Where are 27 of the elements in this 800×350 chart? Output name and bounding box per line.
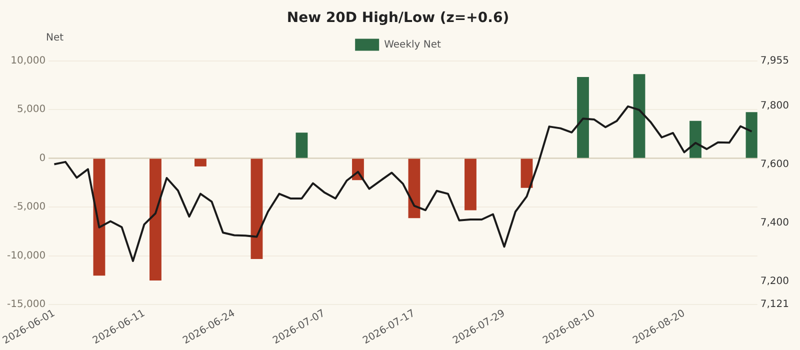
y2-tick-label: 7,600 <box>760 159 790 170</box>
y-tick-label: -5,000 <box>13 202 46 213</box>
bar <box>93 158 106 276</box>
y-tick-label: 0 <box>39 152 46 164</box>
bar <box>633 74 646 158</box>
y-tick-label: 10,000 <box>10 55 46 66</box>
bar <box>194 158 206 166</box>
bar <box>408 158 420 218</box>
y-axis-title: Net <box>46 32 64 44</box>
bar <box>746 112 758 158</box>
chart-title: New 20D High/Low (z=+0.6) <box>286 10 510 26</box>
y2-tick-label: 7,955 <box>760 55 790 66</box>
bar <box>250 158 263 260</box>
bar <box>150 158 162 281</box>
bar <box>690 120 702 158</box>
bar <box>520 158 533 188</box>
y2-tick-label: 7,400 <box>760 218 790 229</box>
bar <box>296 132 308 158</box>
bar <box>464 158 476 210</box>
bar <box>577 77 589 158</box>
legend-label: Weekly Net <box>384 39 441 50</box>
y2-tick-label: 7,200 <box>760 276 790 288</box>
y-tick-label: -10,000 <box>6 250 46 262</box>
y2-tick-label: 7,121 <box>760 299 790 310</box>
y-tick-label: 5,000 <box>16 104 46 116</box>
y-tick-label: -15,000 <box>6 299 46 310</box>
y2-tick-label: 7,800 <box>760 100 790 112</box>
